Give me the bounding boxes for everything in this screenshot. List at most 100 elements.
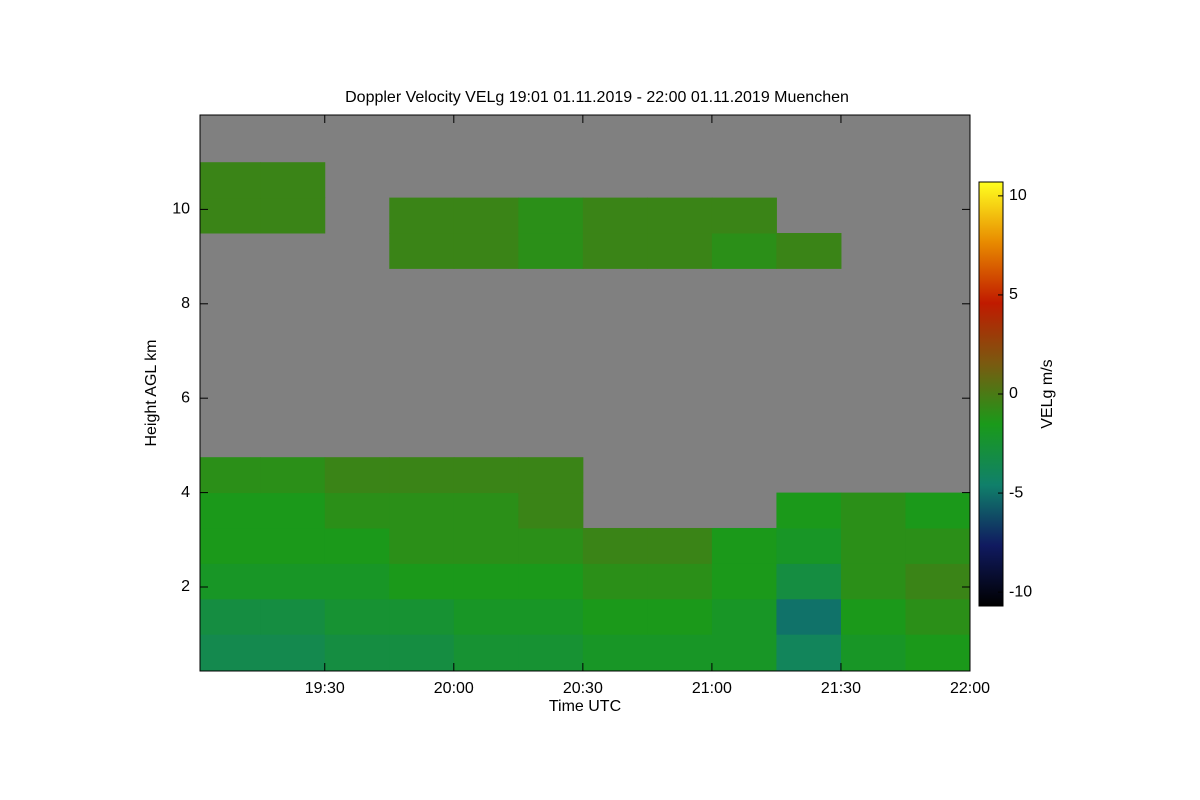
heat-cell: [453, 598, 519, 635]
heat-cell: [389, 232, 455, 269]
heat-cell: [324, 563, 390, 600]
y-tick-label: 10: [172, 201, 190, 218]
heat-cell: [647, 232, 713, 269]
x-tick-label: 19:30: [305, 680, 345, 697]
heat-cell: [647, 197, 713, 234]
heat-cell: [260, 492, 326, 529]
x-tick-label: 20:30: [563, 680, 603, 697]
y-axis-label: Height AGL km: [143, 339, 160, 446]
heat-cell: [324, 492, 390, 529]
heat-cell: [776, 492, 842, 529]
heat-cell: [776, 527, 842, 564]
heat-cell: [905, 492, 971, 529]
heat-cell: [260, 162, 326, 199]
heat-cell: [582, 527, 648, 564]
heat-cell: [324, 527, 390, 564]
heat-cell: [453, 527, 519, 564]
heat-cell: [776, 598, 842, 635]
heat-cell: [647, 634, 713, 672]
heat-cell: [260, 563, 326, 600]
y-tick-label: 6: [181, 389, 190, 406]
heat-cell: [647, 563, 713, 600]
heat-cell: [324, 634, 390, 672]
heat-cell: [453, 634, 519, 672]
heat-cell: [200, 563, 261, 600]
x-tick-label: 22:00: [950, 680, 990, 697]
heat-cell: [840, 634, 906, 672]
colorbar-tick-label: -10: [1009, 583, 1032, 600]
colorbar-label: VELg m/s: [1039, 359, 1056, 428]
heat-cell: [711, 598, 777, 635]
colorbar-tick-label: 10: [1009, 187, 1027, 204]
heat-cell: [582, 232, 648, 269]
heat-cell: [389, 598, 455, 635]
heat-cell: [905, 527, 971, 564]
x-tick-label: 21:00: [692, 680, 732, 697]
heat-cell: [260, 457, 326, 494]
heat-cell: [518, 598, 584, 635]
heat-cell: [647, 598, 713, 635]
heat-cell: [518, 492, 584, 529]
heat-cell: [389, 457, 455, 494]
heat-cell: [776, 634, 842, 672]
heat-cell: [200, 162, 261, 199]
x-tick-label: 21:30: [821, 680, 861, 697]
heat-cell: [776, 563, 842, 600]
heat-cell: [200, 598, 261, 635]
x-tick-label: 20:00: [434, 680, 474, 697]
heat-cell: [711, 634, 777, 672]
heat-cell: [260, 527, 326, 564]
heat-cell: [518, 232, 584, 269]
x-axis-label: Time UTC: [549, 698, 621, 715]
y-tick-label: 4: [181, 484, 190, 501]
heat-cell: [647, 527, 713, 564]
heat-cell: [518, 197, 584, 234]
y-tick-label: 2: [181, 578, 190, 595]
heat-cell: [453, 197, 519, 234]
heat-cell: [200, 492, 261, 529]
heat-cell: [260, 634, 326, 672]
heat-cell: [453, 457, 519, 494]
heat-cell: [518, 634, 584, 672]
heat-cell: [582, 598, 648, 635]
heat-cell: [389, 563, 455, 600]
heat-cell: [905, 634, 971, 672]
heat-cell: [260, 197, 326, 234]
heat-cell: [200, 197, 261, 234]
heat-cell: [200, 527, 261, 564]
heat-cell: [389, 527, 455, 564]
heat-cell: [582, 563, 648, 600]
heat-cell: [840, 527, 906, 564]
heat-cell: [453, 492, 519, 529]
heat-cell: [453, 232, 519, 269]
heat-cell: [905, 563, 971, 600]
heat-cell: [389, 492, 455, 529]
heat-cell: [711, 563, 777, 600]
heat-cell: [453, 563, 519, 600]
heat-cell: [582, 197, 648, 234]
heat-cell: [260, 598, 326, 635]
heat-cell: [776, 232, 842, 269]
chart-title: Doppler Velocity VELg 19:01 01.11.2019 -…: [345, 89, 849, 106]
heat-cell: [389, 197, 455, 234]
colorbar-tick-label: 0: [1009, 385, 1018, 402]
heat-cell: [582, 634, 648, 672]
heat-cell: [711, 527, 777, 564]
heat-cell: [389, 634, 455, 672]
heat-cell: [711, 232, 777, 269]
colorbar-tick-label: 5: [1009, 286, 1018, 303]
y-tick-label: 8: [181, 295, 190, 312]
heat-cell: [518, 527, 584, 564]
heat-cell: [840, 598, 906, 635]
plot-frame: [199, 114, 971, 672]
heat-cell: [324, 598, 390, 635]
heat-cell: [711, 197, 777, 234]
heat-cell: [324, 457, 390, 494]
heat-cell: [840, 563, 906, 600]
colorbar-tick-label: -5: [1009, 484, 1023, 501]
heat-cell: [905, 598, 971, 635]
heat-cell: [200, 634, 261, 672]
heat-cell: [200, 457, 261, 494]
heat-cell: [518, 563, 584, 600]
